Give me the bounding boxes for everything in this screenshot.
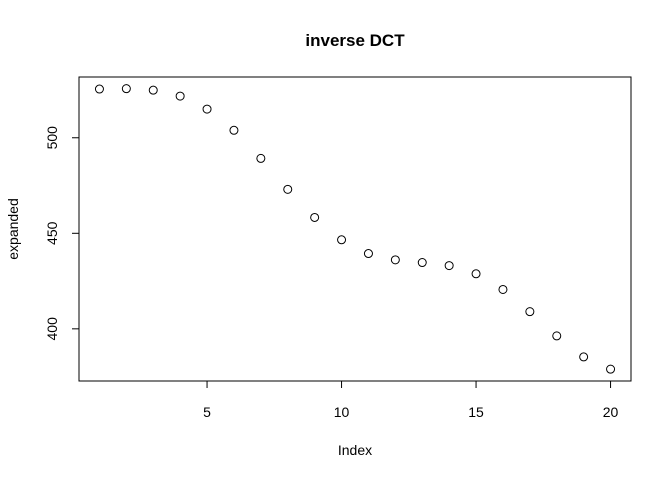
data-point [471, 269, 481, 279]
x-tick-label: 5 [203, 404, 211, 420]
data-point [229, 125, 239, 135]
data-point [579, 352, 589, 362]
plot-frame [78, 76, 632, 382]
data-points [94, 84, 616, 374]
x-tick-label: 15 [468, 404, 484, 420]
x-axis-label: Index [338, 442, 372, 458]
x-tick-label: 20 [603, 404, 619, 420]
data-point [148, 85, 158, 95]
data-point [525, 307, 535, 317]
data-point [498, 284, 508, 294]
y-tick-label: 500 [44, 126, 60, 150]
x-tick-label: 10 [334, 404, 350, 420]
y-tick-label: 400 [44, 317, 60, 341]
y-axis-label: expanded [5, 198, 21, 260]
y-tick-label: 450 [44, 221, 60, 245]
data-point [606, 364, 616, 374]
chart-title: inverse DCT [305, 31, 405, 50]
data-point [417, 258, 427, 268]
data-point [552, 331, 562, 341]
data-point [94, 84, 104, 94]
data-point [390, 255, 400, 265]
data-point [444, 261, 454, 271]
data-point [310, 212, 320, 222]
x-axis: 5 10 15 20 [203, 380, 619, 420]
data-point [256, 153, 266, 163]
y-axis: 400 450 500 [44, 126, 80, 341]
data-point [121, 84, 131, 94]
data-point [363, 249, 373, 259]
data-point [202, 104, 212, 114]
data-point [175, 91, 185, 101]
data-point [337, 235, 347, 245]
data-point [283, 184, 293, 194]
